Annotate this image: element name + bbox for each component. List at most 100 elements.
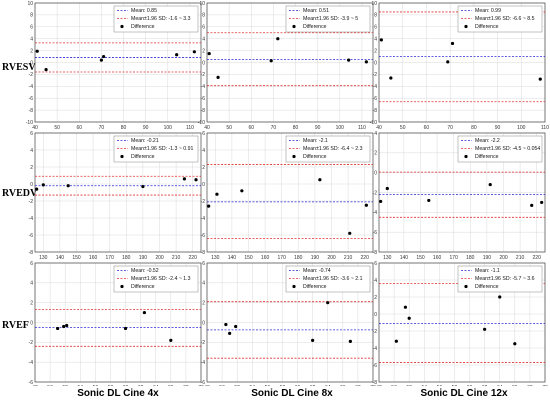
y-tick-label: -6: [29, 233, 34, 239]
y-tick-label: -8: [373, 250, 378, 256]
plots-canvas: 40 50 60 70 80 90 100 110-10-8-6-4-20246810Mean…: [26, 1, 549, 386]
legend-label: Mean: 0.99: [475, 8, 501, 14]
data-point: [483, 327, 487, 331]
plot-frame: [206, 262, 374, 383]
y-tick-label: 2: [374, 151, 377, 157]
y-tick-label: -6: [201, 96, 206, 102]
y-tick-label: -2: [29, 199, 34, 205]
plot-frame: [378, 132, 546, 253]
data-point: [234, 324, 238, 329]
x-tick-label: 52: [62, 385, 68, 386]
col-label-4x: Sonic DL Cine 4x: [77, 388, 159, 399]
x-tick-label: 90: [495, 125, 501, 131]
x-tick-label: 58: [108, 385, 114, 386]
legend-label: Mean±1.96 SD: -5.7 ~ 3.6: [475, 276, 535, 282]
x-tick-label: 56: [265, 385, 271, 386]
data-point: [169, 338, 173, 342]
y-tick-label: -8: [201, 108, 206, 114]
legend-label: Difference: [475, 154, 499, 160]
data-point: [41, 183, 45, 187]
y-tick-label: 4: [30, 281, 33, 287]
y-tick-label: -2: [373, 190, 378, 196]
data-point: [175, 53, 179, 57]
x-tick-label: 160: [89, 255, 98, 261]
y-tick-label: -10: [26, 120, 33, 126]
plot-frame: [378, 2, 546, 123]
x-tick-label: 50: [54, 125, 60, 131]
legend-label: Mean: 0.85: [131, 8, 157, 14]
legend-marker: [464, 154, 468, 159]
x-tick-label: 62: [482, 385, 488, 386]
x-tick-label: 100: [336, 125, 345, 131]
x-tick-label: 140: [56, 255, 65, 261]
y-tick-label: 0: [202, 60, 205, 66]
x-tick-label: 180: [294, 255, 303, 261]
y-tick-label: -2: [201, 199, 206, 205]
x-tick-label: 210: [344, 255, 353, 261]
legend-label: Mean: -2.2: [475, 138, 500, 144]
x-tick-label: 200: [499, 255, 508, 261]
y-tick-label: 4: [30, 148, 33, 154]
y-tick-label: 0: [30, 60, 33, 66]
x-tick-label: 68: [183, 385, 189, 386]
y-tick-label: 0: [30, 182, 33, 188]
y-tick-label: 0: [374, 60, 377, 66]
legend-label: Mean: -2.1: [303, 138, 328, 144]
x-tick-label: 66: [340, 385, 346, 386]
legend-label: Mean: -1.1: [475, 268, 500, 274]
y-tick-label: 10: [27, 1, 33, 7]
x-tick-label: 220: [189, 255, 198, 261]
x-tick-label: 130: [383, 255, 392, 261]
subplot-1-3: 40 50 60 70 80 90 100 110 -10 -8 -6 -4 -2 0 2 4 6 8 10 Mean…: [370, 1, 549, 131]
y-tick-label: -6: [201, 380, 206, 386]
y-tick-label: 6: [30, 25, 33, 31]
data-point: [142, 310, 147, 315]
x-tick-label: 150: [244, 255, 253, 261]
y-tick-label: -10: [370, 120, 377, 126]
data-point: [182, 177, 186, 181]
data-point: [488, 182, 492, 187]
y-tick-label: 6: [374, 261, 377, 267]
x-tick-label: 110: [541, 125, 549, 131]
legend-marker: [120, 284, 124, 289]
x-tick-label: 54: [77, 385, 83, 386]
x-tick-label: 70: [271, 125, 277, 131]
col-label-12x: Sonic DL Cine 12x: [420, 388, 508, 399]
legend-marker: [292, 24, 296, 29]
y-tick-label: 4: [202, 37, 205, 43]
x-tick-label: 54: [249, 385, 255, 386]
x-tick-label: 40: [32, 125, 38, 131]
subplot-3-2: 485052545658606264666870-6-4-20246Mean: …: [201, 261, 376, 386]
x-tick-label: 200: [327, 255, 336, 261]
subplot-1-1: 40 50 60 70 80 90 100 110-10-8-6-4-20246810Mean…: [26, 1, 202, 131]
data-point: [538, 77, 542, 81]
y-tick-label: 4: [374, 131, 377, 137]
x-tick-label: 52: [406, 385, 412, 386]
y-tick-label: -8: [29, 108, 34, 114]
x-tick-label: 62: [310, 385, 316, 386]
data-point: [65, 323, 69, 328]
data-point: [364, 60, 368, 64]
y-tick-label: 2: [202, 300, 205, 306]
legend-box: [113, 5, 199, 33]
y-tick-label: -4: [201, 216, 206, 222]
y-tick-label: -4: [29, 360, 34, 366]
y-tick-label: 8: [374, 13, 377, 19]
legend-label: Mean±1.96 SD: -3.9 ~ 5: [303, 16, 358, 22]
x-tick-label: 68: [527, 385, 533, 386]
data-point: [35, 187, 39, 191]
data-point: [192, 50, 196, 54]
data-point: [530, 203, 534, 207]
x-tick-label: 80: [293, 125, 299, 131]
data-point: [311, 338, 315, 342]
y-tick-label: -10: [198, 120, 205, 126]
y-tick-label: 0: [374, 170, 377, 176]
y-tick-label: 0: [30, 320, 33, 326]
plot-frame: [206, 2, 374, 123]
x-tick-label: 150: [416, 255, 425, 261]
y-tick-label: -2: [29, 340, 34, 346]
y-tick-label: 6: [202, 261, 205, 267]
y-tick-label: -6: [201, 233, 206, 239]
x-tick-label: 220: [533, 255, 542, 261]
